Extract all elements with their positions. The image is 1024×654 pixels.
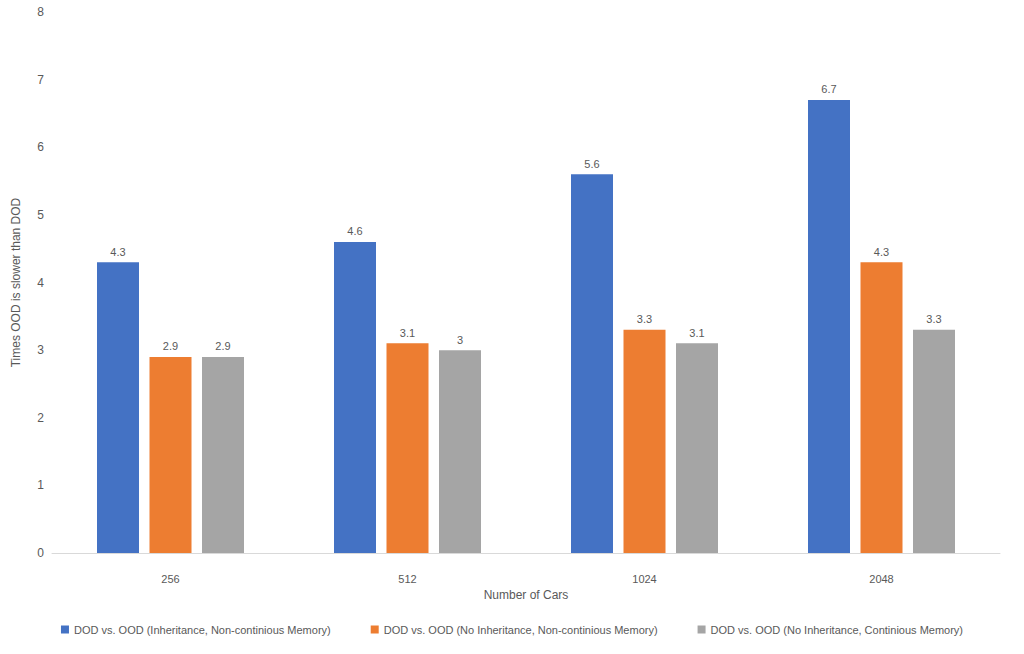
- svg-text:Number of Cars: Number of Cars: [484, 588, 569, 602]
- svg-text:DOD vs. OOD (No Inheritance, N: DOD vs. OOD (No Inheritance, Non-contini…: [384, 624, 658, 636]
- svg-text:3.1: 3.1: [689, 327, 704, 339]
- svg-text:2048: 2048: [869, 573, 893, 585]
- svg-text:DOD vs. OOD (Inheritance, Non-: DOD vs. OOD (Inheritance, Non-continious…: [74, 624, 331, 636]
- svg-text:512: 512: [398, 573, 416, 585]
- svg-text:5.6: 5.6: [584, 158, 599, 170]
- svg-text:6.7: 6.7: [821, 83, 836, 95]
- svg-text:4.6: 4.6: [347, 225, 362, 237]
- svg-text:5: 5: [37, 208, 44, 222]
- svg-text:Times OOD is slower than DOD: Times OOD is slower than DOD: [9, 197, 23, 367]
- svg-text:1: 1: [37, 478, 44, 492]
- svg-text:2.9: 2.9: [215, 340, 230, 352]
- svg-text:8: 8: [37, 5, 44, 19]
- svg-text:3.3: 3.3: [926, 313, 941, 325]
- svg-text:2: 2: [37, 411, 44, 425]
- svg-text:3: 3: [37, 343, 44, 357]
- svg-text:4.3: 4.3: [110, 246, 125, 258]
- svg-text:2.9: 2.9: [163, 340, 178, 352]
- svg-text:DOD vs. OOD (No Inheritance, C: DOD vs. OOD (No Inheritance, Continious …: [711, 624, 963, 636]
- svg-text:3.1: 3.1: [400, 327, 415, 339]
- svg-text:256: 256: [161, 573, 179, 585]
- svg-text:1024: 1024: [632, 573, 656, 585]
- svg-text:0: 0: [37, 546, 44, 560]
- svg-text:4.3: 4.3: [874, 246, 889, 258]
- svg-text:3.3: 3.3: [637, 313, 652, 325]
- svg-text:6: 6: [37, 140, 44, 154]
- svg-text:4: 4: [37, 276, 44, 290]
- svg-text:3: 3: [457, 334, 463, 346]
- svg-text:7: 7: [37, 73, 44, 87]
